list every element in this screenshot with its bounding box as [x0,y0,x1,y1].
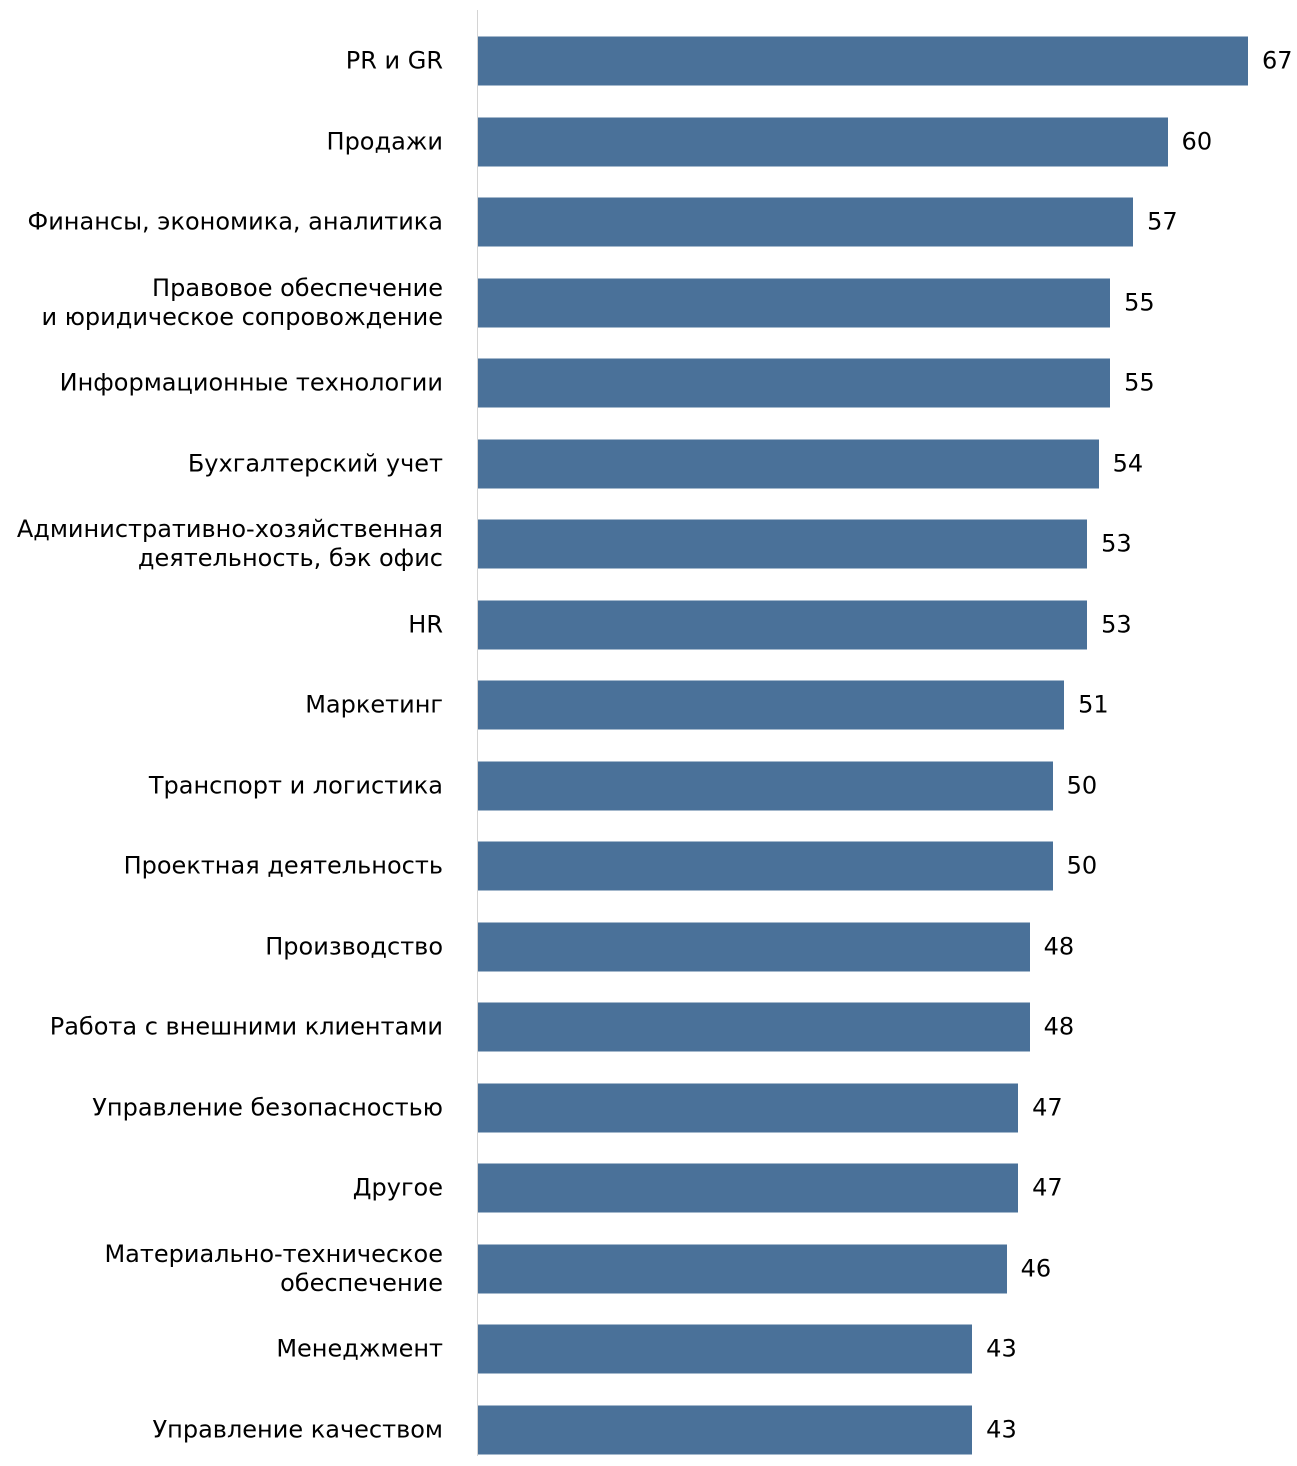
bar [478,197,1134,247]
value-label: 48 [1043,1012,1075,1041]
category-label: Менеджмент [276,1334,443,1363]
category-label: Продажи [326,127,443,155]
category-label: Бухгалтерский учет [187,449,443,477]
category-label: Управление безопасностью [92,1093,443,1121]
value-label: 60 [1181,127,1213,155]
bar [478,117,1168,166]
bar [478,680,1065,730]
value-label: 54 [1112,449,1144,477]
bar [478,519,1088,569]
category-label: Другое [352,1173,443,1202]
bar [478,922,1030,971]
value-label: 57 [1147,207,1178,236]
category-label: Транспорт и логистика [148,771,443,799]
value-label: 43 [986,1334,1017,1363]
value-label: 55 [1124,368,1155,397]
bar [478,358,1111,408]
bar [478,1083,1019,1132]
category-label: Работа с внешними клиентами [49,1012,443,1041]
value-label: 53 [1101,610,1132,638]
value-label: 47 [1032,1173,1063,1202]
category-label: Маркетинг [305,690,443,719]
bar [478,439,1099,488]
bar [478,278,1111,327]
category-label: Административно-хозяйственная деятельнос… [16,515,443,572]
bar [478,1002,1030,1052]
bar [478,761,1053,810]
value-label: 50 [1066,851,1098,880]
category-label: PR и GR [345,46,443,75]
bar [478,1244,1007,1293]
bar [478,1324,973,1374]
bar [478,1163,1019,1213]
value-label: 48 [1043,932,1075,960]
category-label: HR [408,610,443,638]
bar [478,841,1053,891]
bar [478,1405,973,1454]
category-label: Правовое обеспечение и юридическое сопро… [41,273,443,331]
bar [478,600,1088,649]
value-label: 51 [1078,690,1109,719]
category-label: Финансы, экономика, аналитика [27,207,443,236]
bar [478,36,1248,86]
category-label: Проектная деятельность [123,851,443,880]
value-label: 53 [1101,529,1132,558]
category-label: Управление качеством [152,1415,443,1443]
category-label: Материально-техническое обеспечение [104,1239,443,1297]
category-label: Информационные технологии [59,368,443,397]
value-label: 47 [1032,1093,1063,1121]
value-label: 50 [1066,771,1098,799]
category-label: Производство [265,932,443,960]
value-label: 43 [986,1415,1017,1443]
category-axis-line [477,10,478,1456]
value-label: 55 [1124,288,1155,316]
value-label: 46 [1020,1254,1052,1282]
value-label: 67 [1262,46,1293,75]
